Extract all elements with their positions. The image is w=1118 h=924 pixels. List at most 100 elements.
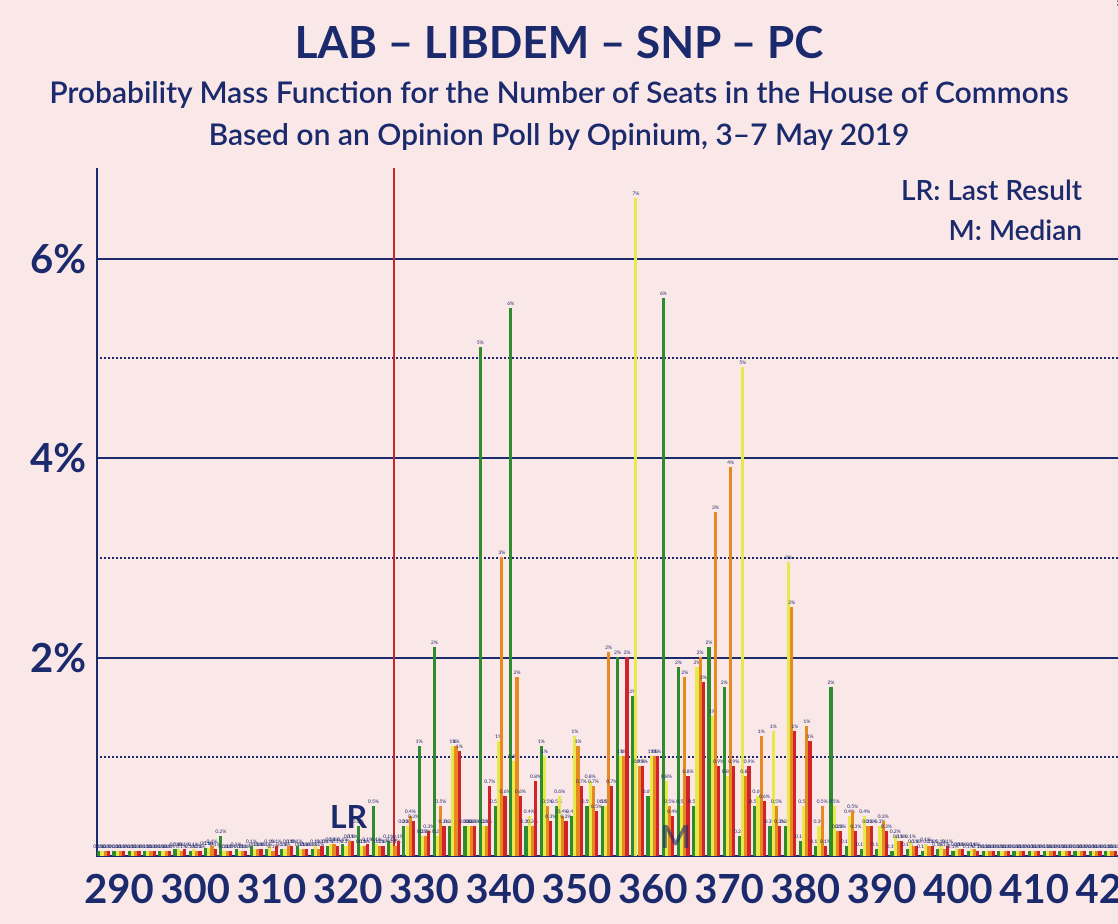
bar-value-label: 0.5% xyxy=(817,799,828,805)
x-tick-label: 340 xyxy=(465,864,535,912)
bar-red: 0.3% xyxy=(564,821,567,856)
x-tick-label: 320 xyxy=(313,864,383,912)
bar-red: 0.7% xyxy=(580,786,583,856)
x-tick-label: 390 xyxy=(847,864,917,912)
bar-red: 0.6% xyxy=(763,801,766,856)
bar-red: 0.1% xyxy=(824,846,827,856)
bar-value-label: 1% xyxy=(538,739,545,745)
bar-red: 0.3% xyxy=(778,826,781,856)
plot-area: 2%4%6%2903003103203303403503603703803904… xyxy=(96,168,1118,856)
bar-value-label: 2% xyxy=(614,650,621,656)
x-tick-label: 300 xyxy=(160,864,230,912)
bar-value-label: 0.7% xyxy=(588,779,599,785)
bar-red: 0.1% xyxy=(107,851,110,856)
bar-value-label: 5% xyxy=(477,340,484,346)
y-axis xyxy=(96,168,98,856)
bar-value-label: 2% xyxy=(697,650,704,656)
bar-value-label: 2% xyxy=(514,670,521,676)
bar-value-label: 0.6% xyxy=(554,789,565,795)
bar-red: 0.1% xyxy=(1007,851,1010,856)
bar-red: 0.1% xyxy=(137,851,140,856)
bar-value-label: 0.8% xyxy=(683,769,694,775)
x-tick-label: 410 xyxy=(999,864,1069,912)
bar-red: 0.3% xyxy=(473,826,476,856)
bar-value-label: 0.3% xyxy=(835,824,846,830)
copyright-text: © 2019 Filip van Laenen xyxy=(1114,0,1118,6)
bar-value-label: 0.5% xyxy=(771,799,782,805)
bar-value-label: 0.5% xyxy=(829,799,840,805)
bar-value-label: 0.9% xyxy=(728,759,739,765)
bar-value-label: 0.9% xyxy=(637,759,648,765)
bar-red: 0.1% xyxy=(122,851,125,856)
gridline-minor xyxy=(96,357,1118,359)
gridline-major xyxy=(96,258,1118,260)
marker-median: M xyxy=(661,816,691,855)
bar-red: 0.6% xyxy=(519,796,522,856)
bar-value-label: 3% xyxy=(785,555,792,561)
bar-red: 0.6% xyxy=(503,796,506,856)
gridline-major xyxy=(96,457,1118,459)
bar-value-label: 0.1% xyxy=(1110,844,1118,850)
bar-red: 0.9% xyxy=(732,766,735,856)
bar-red: 1% xyxy=(656,756,659,856)
bar-value-label: 0.3% xyxy=(878,814,889,820)
bar-value-label: 0.9% xyxy=(744,759,755,765)
bar-value-label: 1% xyxy=(571,729,578,735)
bar-yellow: 7% xyxy=(634,198,637,856)
bar-red: 0.1% xyxy=(992,851,995,856)
bar-value-label: 2% xyxy=(706,640,713,646)
bar-red: 0.8% xyxy=(534,781,537,856)
bar-red: 0.9% xyxy=(641,766,644,856)
legend-median: M: Median xyxy=(949,212,1083,246)
bar-value-label: 1% xyxy=(416,739,423,745)
bar-red: 0.1% xyxy=(1083,851,1086,856)
bar-value-label: 2% xyxy=(700,675,707,681)
bar-red: 0.1% xyxy=(381,846,384,856)
y-tick-label: 4% xyxy=(30,433,86,481)
bar-red: 0.1% xyxy=(320,846,323,856)
bar-red: 0.1% xyxy=(168,851,171,856)
bar-value-label: 1% xyxy=(803,719,810,725)
bar-value-label: 0.8% xyxy=(661,774,672,780)
bar-red: 0.9% xyxy=(747,766,750,856)
bar-value-label: 2% xyxy=(675,660,682,666)
x-tick-label: 400 xyxy=(923,864,993,912)
bar-red: 0.1% xyxy=(259,849,262,856)
bar-value-label: 3% xyxy=(712,505,719,511)
bar-red: 0.7% xyxy=(488,786,491,856)
bar-value-label: 1% xyxy=(575,739,582,745)
bar-green: 6% xyxy=(662,298,665,856)
chart-container: LAB – LIBDEM – SNP – PC Probability Mass… xyxy=(0,0,1118,924)
marker-lr: LR xyxy=(330,796,367,835)
y-tick-label: 2% xyxy=(30,633,86,681)
bar-value-label: 3% xyxy=(498,550,505,556)
bar-red: 0.1% xyxy=(229,851,232,856)
y-tick-label: 6% xyxy=(30,234,86,282)
bar-red: 0.1% xyxy=(961,849,964,856)
x-tick-label: 420 xyxy=(1076,864,1118,912)
bar-red: 0.1% xyxy=(1114,851,1117,856)
bar-value-label: 0.6% xyxy=(759,794,770,800)
bar-value-label: 2% xyxy=(721,680,728,686)
bar-red: 0.1% xyxy=(290,846,293,856)
bar-value-label: 1% xyxy=(654,749,661,755)
bar-value-label: 1% xyxy=(791,724,798,730)
bar-red: 0.1% xyxy=(1068,851,1071,856)
bar-value-label: 4% xyxy=(727,460,734,466)
bar-value-label: 0.5% xyxy=(847,804,858,810)
last-result-line xyxy=(393,168,395,856)
bar-red: 0.1% xyxy=(1053,851,1056,856)
bar-value-label: 0.7% xyxy=(484,779,495,785)
bar-value-label: 2% xyxy=(431,640,438,646)
bar-red: 0.1% xyxy=(336,846,339,856)
x-tick-label: 380 xyxy=(770,864,840,912)
bar-red: 0.1% xyxy=(198,851,201,856)
bar-red: 0.1% xyxy=(976,851,979,856)
bar-value-label: 0.6% xyxy=(515,789,526,795)
x-tick-label: 310 xyxy=(237,864,307,912)
bar-red: 0.1% xyxy=(244,851,247,856)
bar-value-label: 2% xyxy=(681,670,688,676)
bar-value-label: 0.4% xyxy=(859,809,870,815)
bar-value-label: 0.5% xyxy=(435,799,446,805)
bar-red: 0.3% xyxy=(549,821,552,856)
